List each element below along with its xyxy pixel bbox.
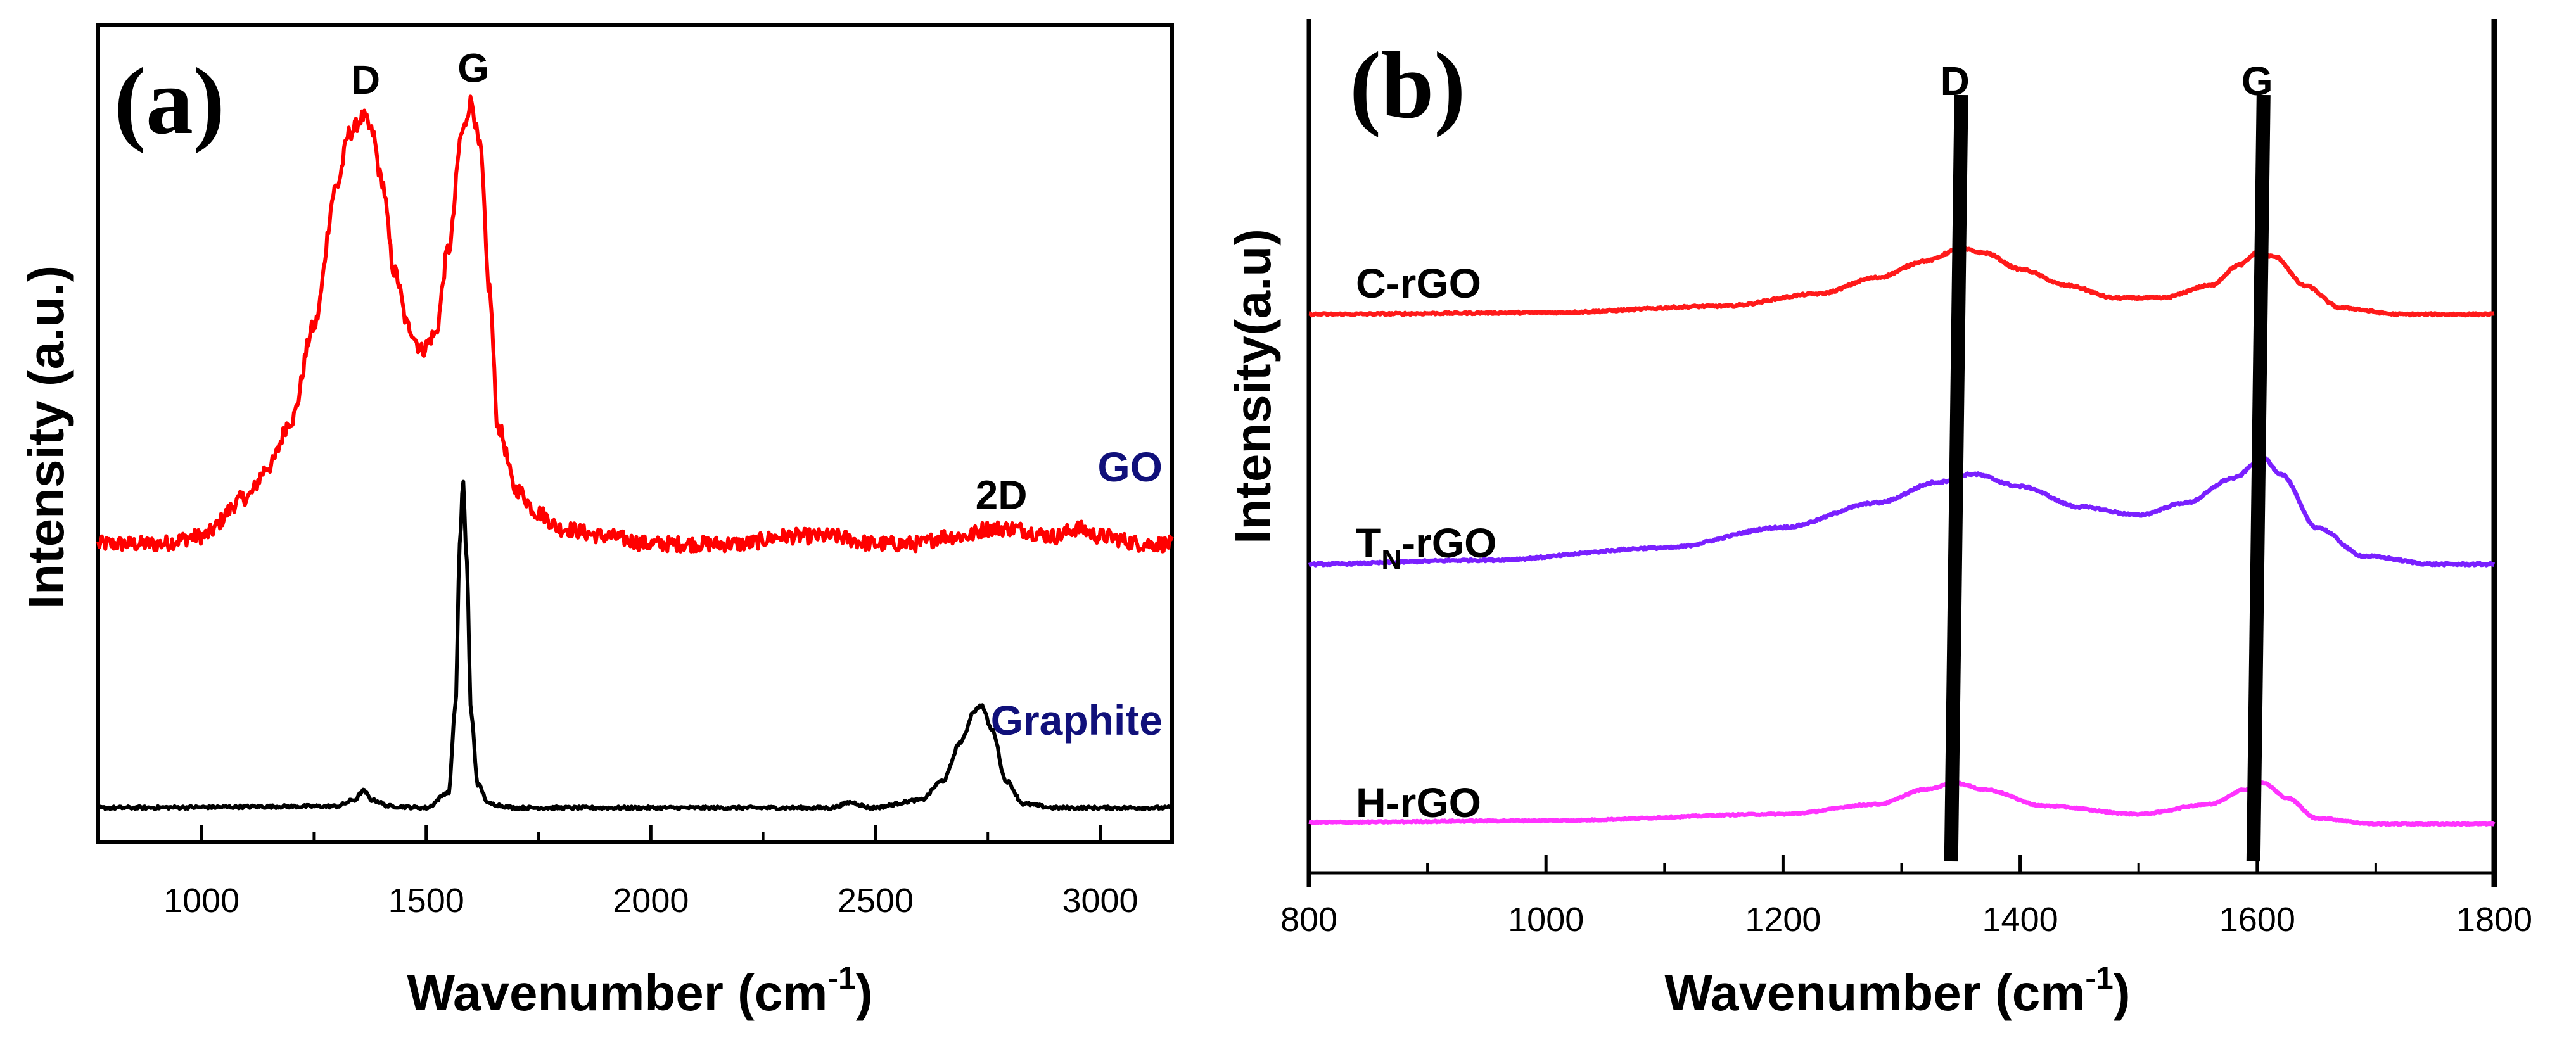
panel-b-x-axis-title-close: ) — [2114, 965, 2131, 1021]
panel-a-tick-label: 1000 — [163, 882, 239, 920]
series-line-graphite — [96, 479, 1174, 811]
series-label-h-rgo: H-rGO — [1356, 779, 1481, 826]
peak-label-2d: 2D — [976, 472, 1028, 518]
panel-b-tick-label: 1400 — [1982, 901, 2058, 939]
panel-a-tick-label: 2000 — [613, 882, 689, 920]
panel-b-tick-label: 800 — [1280, 901, 1337, 939]
series-line-h-rgo — [1308, 780, 2496, 827]
series-label-main: H-rGO — [1356, 779, 1481, 826]
panel-a-tick-label: 3000 — [1062, 882, 1138, 920]
series-label-graphite: Graphite — [991, 697, 1163, 744]
panel-a-tick-label: 1500 — [388, 882, 464, 920]
series-label-rest: -rGO — [1401, 519, 1496, 566]
series-label-subscript: N — [1381, 544, 1401, 575]
peak-label-g: G — [457, 46, 489, 91]
panel-a-x-axis-title: Wavenumber (cm-1) — [407, 960, 873, 1021]
panel-a-series: GO Graphite — [96, 94, 1174, 811]
panel-a-plot-frame — [96, 23, 1174, 844]
peak-marker-label-d: D — [1941, 58, 1970, 104]
panel-b-tick-label: 1000 — [1508, 901, 1584, 939]
panel-a-letter: (a) — [114, 49, 225, 154]
panel-b-tick-label: 1600 — [2219, 901, 2295, 939]
panel-a-y-axis-title: Intensity (a.u.) — [18, 265, 74, 609]
panel-a-annotations: D G 2D — [351, 46, 1028, 518]
panel-b-letter: (b) — [1349, 33, 1465, 138]
series-line-go — [96, 94, 1174, 554]
panel-b-series: C-rGO TN-rGO H-rGO — [1308, 246, 2496, 827]
panel-b-tick-label: 1800 — [2456, 901, 2532, 939]
peak-marker-label-g: G — [2241, 58, 2273, 104]
peak-label-d: D — [351, 57, 380, 103]
series-label-main: T — [1356, 519, 1381, 566]
panel-b-x-axis-title: Wavenumber (cm-1) — [1665, 960, 2131, 1021]
panel-b-x-axis-title-main: Wavenumber (cm — [1665, 965, 2086, 1021]
panel-a-tick-label: 2500 — [838, 882, 914, 920]
peak-marker-bar-g — [2246, 94, 2271, 862]
series-line-tn-rgo — [1308, 454, 2496, 568]
series-line-c-rgo — [1308, 246, 2496, 318]
panel-b-x-ticks: 800 1000 1200 1400 1600 1800 — [1280, 855, 2532, 939]
panel-a-x-axis-title-close: ) — [856, 965, 873, 1021]
series-label-tn-rgo: TN-rGO — [1356, 519, 1496, 575]
panel-a-x-ticks: 1000 1500 2000 2500 3000 — [163, 825, 1138, 920]
peak-marker-bar-d — [1944, 94, 1968, 862]
series-label-c-rgo: C-rGO — [1356, 260, 1481, 307]
series-label-go: GO — [1097, 443, 1163, 490]
panel-a-x-axis-title-main: Wavenumber (cm — [407, 965, 828, 1021]
panel-b-tick-label: 1200 — [1745, 901, 1821, 939]
panel-b-chart: (b) Intensity(a.u) Wavenumber (cm-1) 800… — [1225, 19, 2532, 1021]
panel-b-x-axis-title-sup: -1 — [2085, 960, 2113, 996]
series-label-main: C-rGO — [1356, 260, 1481, 307]
panel-b-y-axis-title: Intensity(a.u) — [1225, 229, 1281, 544]
panel-a-x-axis-title-sup: -1 — [827, 960, 855, 996]
panel-a-chart: (a) Intensity (a.u.) Wavenumber (cm-1) 1… — [18, 23, 1174, 1021]
